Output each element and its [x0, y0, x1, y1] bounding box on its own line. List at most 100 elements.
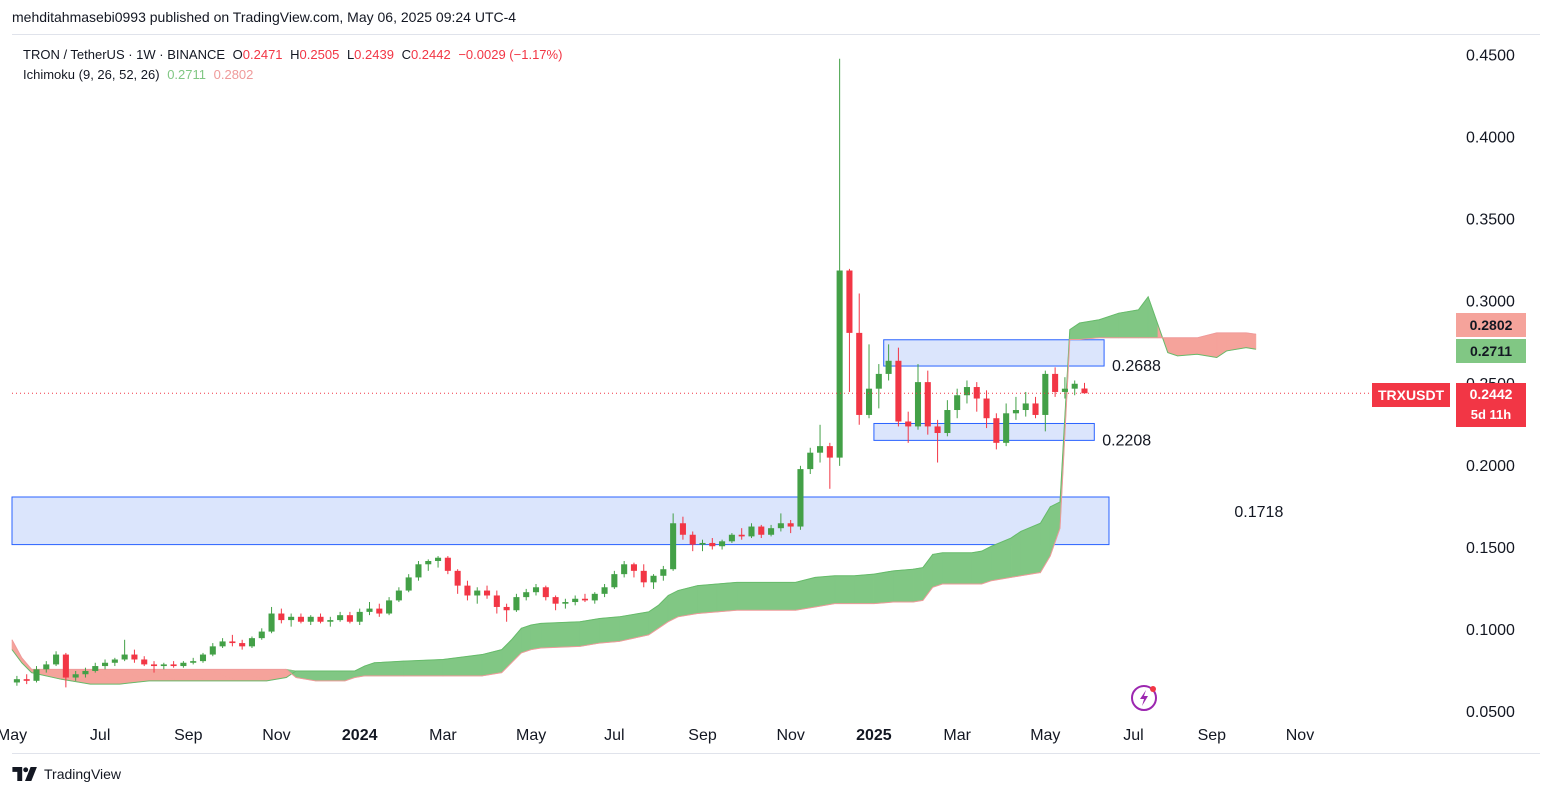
candle: [317, 613, 324, 624]
cloud-segment: [648, 604, 659, 636]
candle-body: [493, 595, 500, 607]
candle: [640, 564, 647, 588]
y-tick-label: 0.0500: [1466, 704, 1515, 721]
candle-body: [728, 534, 735, 542]
candle-body: [121, 654, 128, 660]
candle-body: [366, 608, 373, 612]
candle: [797, 465, 804, 530]
candle: [660, 565, 667, 581]
candle-body: [777, 523, 784, 529]
candle-body: [62, 654, 69, 678]
cloud-segment: [1177, 337, 1198, 357]
candle: [62, 652, 69, 688]
candle-body: [1012, 410, 1019, 414]
tradingview-logo-icon: [12, 767, 37, 781]
candle: [895, 347, 902, 427]
candle: [268, 606, 275, 634]
candle-body: [337, 615, 344, 621]
x-tick-label: Nov: [262, 727, 290, 744]
y-tick-label: 0.4500: [1466, 48, 1515, 65]
candle-body: [483, 590, 491, 596]
legend-indicator[interactable]: Ichimoku (9, 26, 52, 26): [23, 67, 160, 82]
level-label-2: 0.1718: [1234, 504, 1283, 521]
candle-body: [836, 270, 843, 458]
candle-body: [503, 606, 510, 611]
legend-symbol[interactable]: TRON / TetherUS · 1W · BINANCE: [23, 47, 226, 62]
candle: [297, 613, 304, 624]
candle-body: [219, 641, 226, 647]
candle-body: [239, 643, 246, 647]
cloud-segment: [795, 577, 816, 611]
candle-body: [13, 679, 20, 683]
cloud-segment: [697, 583, 718, 614]
candle-body: [190, 661, 197, 663]
candle: [229, 634, 236, 647]
candle: [650, 574, 657, 589]
candle-body: [356, 611, 363, 622]
candle: [444, 556, 451, 575]
candles-layer: [13, 58, 1088, 688]
candle: [43, 661, 50, 673]
candle-body: [934, 426, 941, 433]
y-tick-label: 0.1000: [1466, 622, 1515, 639]
candle-body: [317, 616, 324, 622]
candle: [92, 662, 99, 673]
cloud-segment: [893, 568, 914, 603]
y-tick-label: 0.3500: [1466, 212, 1515, 229]
candle-body: [1081, 388, 1088, 394]
candle-body: [131, 654, 138, 660]
footer-brand[interactable]: TradingView: [12, 766, 121, 782]
candle-body: [748, 526, 755, 537]
candle-body: [944, 410, 951, 433]
candle-body: [150, 664, 158, 667]
cloud-segment: [912, 567, 924, 603]
candle-body: [826, 446, 833, 458]
candle: [121, 639, 128, 662]
candle-body: [33, 669, 40, 681]
candle: [973, 382, 980, 412]
candle: [532, 583, 540, 596]
candle: [199, 652, 207, 663]
candle: [366, 602, 373, 616]
x-tick-label: Sep: [688, 727, 717, 744]
candle-body: [709, 542, 716, 547]
flash-icon[interactable]: [1130, 683, 1160, 713]
zone-rect-0: [11, 496, 1110, 546]
candle-body: [464, 585, 471, 596]
candle-body: [1032, 403, 1039, 415]
candle: [1003, 403, 1010, 447]
candle-body: [611, 574, 618, 588]
cloud-segment: [1118, 309, 1139, 339]
candle-body: [650, 575, 657, 583]
y-tick-label: 0.2000: [1466, 458, 1515, 475]
cloud-segment: [403, 659, 444, 677]
candle: [542, 585, 549, 601]
candle-body: [199, 654, 207, 662]
candle: [1012, 396, 1019, 420]
last-price-tag: 0.2442 5d 11h: [1456, 383, 1526, 427]
candle: [826, 442, 833, 489]
candle-body: [1022, 403, 1029, 411]
candle: [777, 513, 784, 532]
legend-close: C0.2442: [401, 47, 451, 62]
candle: [865, 344, 873, 419]
candle-body: [562, 602, 569, 604]
candle-body: [738, 534, 745, 537]
candle: [768, 524, 775, 537]
candle: [885, 344, 892, 381]
candle-body: [111, 659, 118, 663]
candle-body: [376, 608, 383, 614]
cloud-segment: [756, 582, 796, 611]
candle: [787, 519, 794, 534]
candle-body: [141, 659, 148, 665]
candle-body: [532, 587, 540, 593]
candle-body: [670, 523, 677, 570]
candle: [454, 569, 461, 594]
candle: [807, 447, 814, 475]
chart-legend: TRON / TetherUS · 1W · BINANCE O0.2471 H…: [23, 45, 566, 85]
candle-body: [23, 679, 30, 681]
candle: [914, 364, 922, 430]
candle-body: [53, 654, 60, 665]
candle: [562, 598, 569, 609]
